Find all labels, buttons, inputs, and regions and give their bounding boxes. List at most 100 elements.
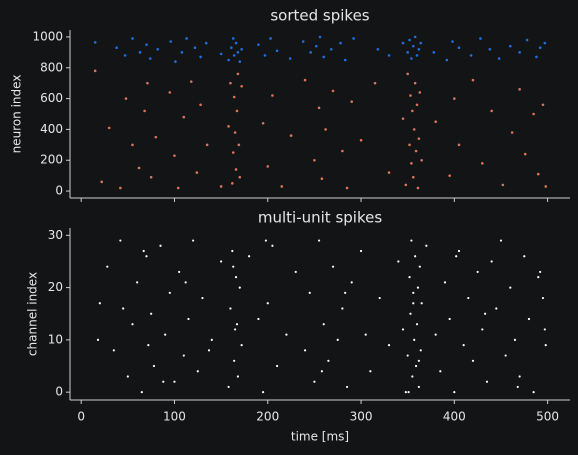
- spike: [509, 286, 512, 289]
- spike: [164, 333, 167, 336]
- chart-title: sorted spikes: [270, 7, 369, 25]
- spike: [131, 143, 134, 147]
- spike: [535, 55, 538, 59]
- spike: [126, 375, 129, 378]
- spike: [169, 40, 173, 43]
- spike: [344, 291, 347, 294]
- spike: [504, 354, 507, 357]
- spike: [518, 88, 521, 91]
- spike: [414, 255, 417, 258]
- spike: [476, 270, 479, 274]
- spike: [359, 138, 363, 142]
- spike: [322, 323, 325, 326]
- spike: [176, 186, 180, 190]
- spike: [238, 286, 241, 289]
- spike: [339, 41, 342, 45]
- spike: [137, 166, 141, 170]
- spike: [233, 359, 236, 362]
- spike: [318, 35, 322, 39]
- spike: [327, 359, 330, 362]
- spike: [100, 180, 104, 184]
- spike: [269, 37, 272, 40]
- spike: [138, 51, 142, 54]
- spike: [182, 115, 186, 119]
- spike: [271, 244, 274, 247]
- spike: [192, 239, 195, 242]
- spike: [240, 84, 243, 88]
- x-tick-label: 300: [350, 410, 373, 424]
- spike: [232, 265, 235, 268]
- y-axis-label: neuron index: [10, 75, 24, 154]
- y-tick-label: 400: [40, 122, 63, 136]
- spike: [518, 375, 521, 378]
- spike: [266, 165, 270, 168]
- spike: [536, 172, 540, 176]
- spike: [443, 281, 447, 284]
- spike: [303, 78, 307, 82]
- spike: [406, 51, 409, 54]
- spike: [345, 385, 349, 389]
- spike: [420, 302, 423, 305]
- spike: [234, 41, 238, 45]
- spike: [227, 385, 230, 389]
- spike: [419, 349, 422, 352]
- spike: [455, 255, 458, 258]
- spike: [162, 380, 165, 383]
- spike: [404, 391, 407, 394]
- spike: [201, 296, 204, 300]
- spike: [414, 149, 418, 153]
- spike: [406, 72, 409, 76]
- spike: [234, 168, 238, 171]
- spike: [122, 307, 125, 310]
- spike: [317, 106, 321, 110]
- spike: [397, 260, 400, 263]
- spike: [417, 385, 420, 389]
- spike: [317, 239, 321, 242]
- spike: [149, 175, 153, 179]
- spike: [314, 44, 318, 48]
- spike: [123, 54, 127, 57]
- spike: [410, 239, 413, 242]
- spike: [417, 137, 421, 140]
- spike: [131, 323, 134, 326]
- x-tick-label: 200: [256, 410, 279, 424]
- spike: [419, 41, 423, 45]
- spike: [294, 270, 297, 274]
- spike: [329, 47, 333, 51]
- spike: [537, 276, 540, 279]
- spike: [453, 391, 456, 394]
- spike: [409, 312, 412, 315]
- spike: [143, 109, 146, 113]
- spike: [182, 354, 185, 357]
- spike: [231, 249, 234, 253]
- spike: [235, 109, 239, 113]
- spike: [543, 328, 546, 331]
- spike: [408, 143, 411, 147]
- spike: [261, 121, 265, 125]
- spike: [376, 47, 380, 51]
- spike: [220, 260, 223, 263]
- spike: [124, 97, 128, 100]
- spike: [173, 154, 176, 157]
- spike: [168, 91, 172, 94]
- spike: [501, 183, 505, 187]
- spike: [180, 51, 184, 54]
- spike: [495, 307, 498, 310]
- spike: [471, 78, 475, 82]
- spike: [457, 249, 461, 253]
- spike: [412, 302, 415, 305]
- spike: [484, 312, 487, 315]
- spike: [233, 131, 237, 134]
- spike: [364, 333, 367, 336]
- spike: [285, 333, 288, 336]
- spike: [205, 143, 209, 147]
- spike: [112, 349, 115, 352]
- spike: [266, 302, 269, 305]
- spike: [263, 54, 267, 57]
- spike: [479, 37, 482, 40]
- spike: [280, 185, 284, 188]
- spike: [336, 338, 339, 341]
